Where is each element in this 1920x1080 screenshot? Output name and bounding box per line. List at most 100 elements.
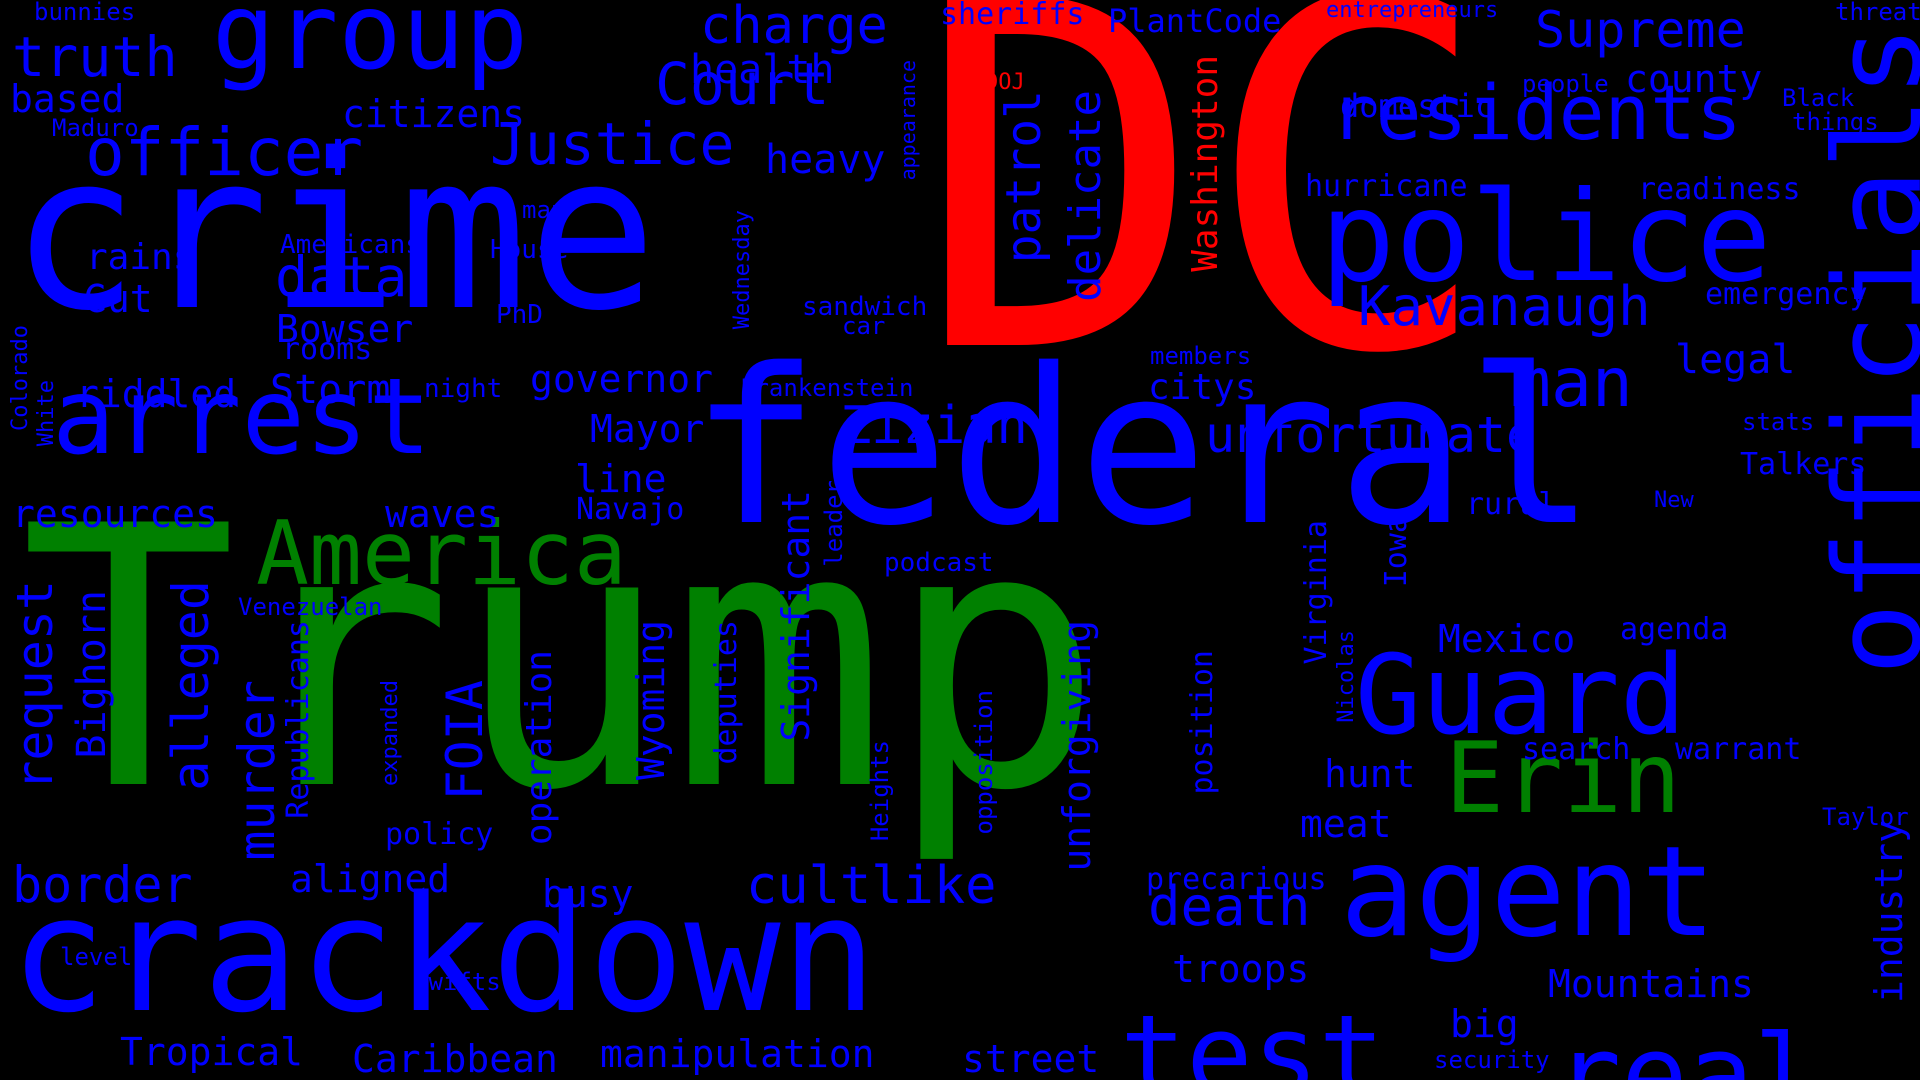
word-policy: policy [385, 817, 494, 852]
word-map: map [522, 196, 566, 224]
word-kavanaugh: Kavanaugh [1358, 275, 1651, 338]
word-new: New [1654, 488, 1694, 513]
word-iowa: Iowa [1379, 515, 1414, 588]
word-people: people [1522, 70, 1609, 98]
word-plantcode: PlantCode [1108, 2, 1282, 40]
word-readiness: readiness [1638, 172, 1801, 207]
word-americans: Americans [280, 230, 421, 260]
word-appearance: appearance [896, 60, 920, 181]
word-house: House [490, 235, 569, 265]
word-washington: Washington [1185, 55, 1226, 272]
word-sandwich: sandwich [802, 292, 928, 322]
word-group: group [212, 0, 529, 93]
word-gut: Gut [84, 277, 153, 321]
word-mountains: Mountains [1548, 962, 1754, 1006]
word-phd: PhD [496, 300, 543, 330]
word-operation: operation [519, 650, 560, 846]
word-industry: industry [1867, 820, 1911, 1004]
word-troops: troops [1172, 947, 1310, 991]
word-health: health [690, 47, 835, 93]
word-security: security [1434, 1046, 1550, 1074]
word-murder: murder [228, 680, 286, 861]
word-man: man [1510, 344, 1633, 423]
word-dc: DC [915, 0, 1493, 459]
word-wyoming: Wyoming [629, 620, 673, 781]
word-waves: waves [385, 492, 500, 536]
word-truth: truth [12, 25, 178, 89]
word-resources: resources [12, 492, 218, 536]
word-podcast: podcast [884, 548, 994, 578]
word-bowser: Bowser [276, 307, 414, 351]
word-patrol: patrol [996, 90, 1052, 264]
word-residents: residents [1330, 68, 1742, 157]
word-level: level [60, 943, 133, 971]
word-court: Court [655, 50, 830, 118]
word-entrepreneurs: entrepreneurs [1326, 0, 1499, 23]
word-domestic: domestic [1340, 87, 1495, 125]
word-alleged: alleged [162, 580, 220, 791]
word-white: White [34, 380, 59, 447]
word-citizens: citizens [342, 92, 526, 136]
word-night: night [424, 374, 503, 404]
word-request: request [6, 580, 64, 791]
word-street: street [962, 1037, 1100, 1080]
word-test: test [1120, 991, 1385, 1080]
word-arrest: arrest [52, 356, 432, 478]
word-talkers: Talkers [1740, 447, 1867, 482]
word-caribbean: Caribbean [352, 1037, 558, 1080]
word-heights: Heights [866, 740, 894, 842]
word-search: search [1522, 732, 1631, 767]
word-republicans: Republicans [281, 620, 316, 819]
word-guard: Guard [1355, 631, 1687, 759]
word-rooms: rooms [282, 332, 373, 367]
word-things: things [1792, 108, 1879, 136]
word-governor: governor [530, 357, 714, 401]
word-police: police [1320, 165, 1772, 310]
word-precarious: precarious [1146, 862, 1327, 897]
word-federal: federal [690, 322, 1597, 573]
word-bighorn: Bighorn [69, 590, 115, 759]
word-real: real [1555, 1011, 1820, 1080]
word-stats: stats [1742, 408, 1815, 436]
word-agent: agent [1340, 820, 1717, 965]
word-opposition: opposition [970, 690, 998, 835]
word-black: Black [1782, 84, 1855, 112]
word-citys: citys [1148, 367, 1257, 408]
word-heavy: heavy [765, 137, 886, 183]
word-death: death [1148, 875, 1311, 938]
word-car: car [842, 312, 886, 340]
word-position: position [1185, 650, 1220, 795]
word-foia: FOIA [436, 680, 494, 801]
word-hunt: hunt [1324, 752, 1416, 796]
word-wednesday: Wednesday [730, 210, 755, 330]
word-sheriffs: sheriffs [940, 0, 1085, 32]
word-rural: rural [1466, 487, 1557, 522]
word-colorado: Colorado [8, 325, 33, 431]
word-manipulation: manipulation [600, 1032, 875, 1076]
word-aligned: aligned [290, 857, 451, 901]
word-tropical: Tropical [120, 1030, 304, 1074]
word-significant: Significant [774, 490, 818, 742]
word-swifts: Swifts [414, 968, 501, 996]
word-county: county [1625, 57, 1763, 101]
word-data: data [275, 245, 408, 309]
word-hurricane: hurricane [1305, 169, 1468, 204]
word-legal: legal [1675, 337, 1796, 383]
word-officer: officer [85, 114, 364, 191]
word-agenda: agenda [1620, 612, 1729, 647]
word-riddled: riddled [76, 372, 237, 416]
word-taylor: Taylor [1822, 803, 1909, 831]
word-border: border [12, 856, 193, 914]
word-busy: busy [542, 872, 634, 916]
word-nicolas: Nicolas [1334, 630, 1359, 723]
word-mayor: Mayor [590, 407, 705, 451]
word-unfortunate: unfortunate [1205, 406, 1537, 464]
word-based: based [10, 77, 125, 121]
word-maduro: Maduro [52, 114, 139, 142]
word-charge: charge [700, 0, 888, 56]
word-rains: rains [86, 237, 195, 278]
word-virginia: Virginia [1299, 520, 1334, 665]
word-venezuelan: Venezuelan [238, 593, 383, 621]
word-storm: Storm [270, 367, 391, 413]
